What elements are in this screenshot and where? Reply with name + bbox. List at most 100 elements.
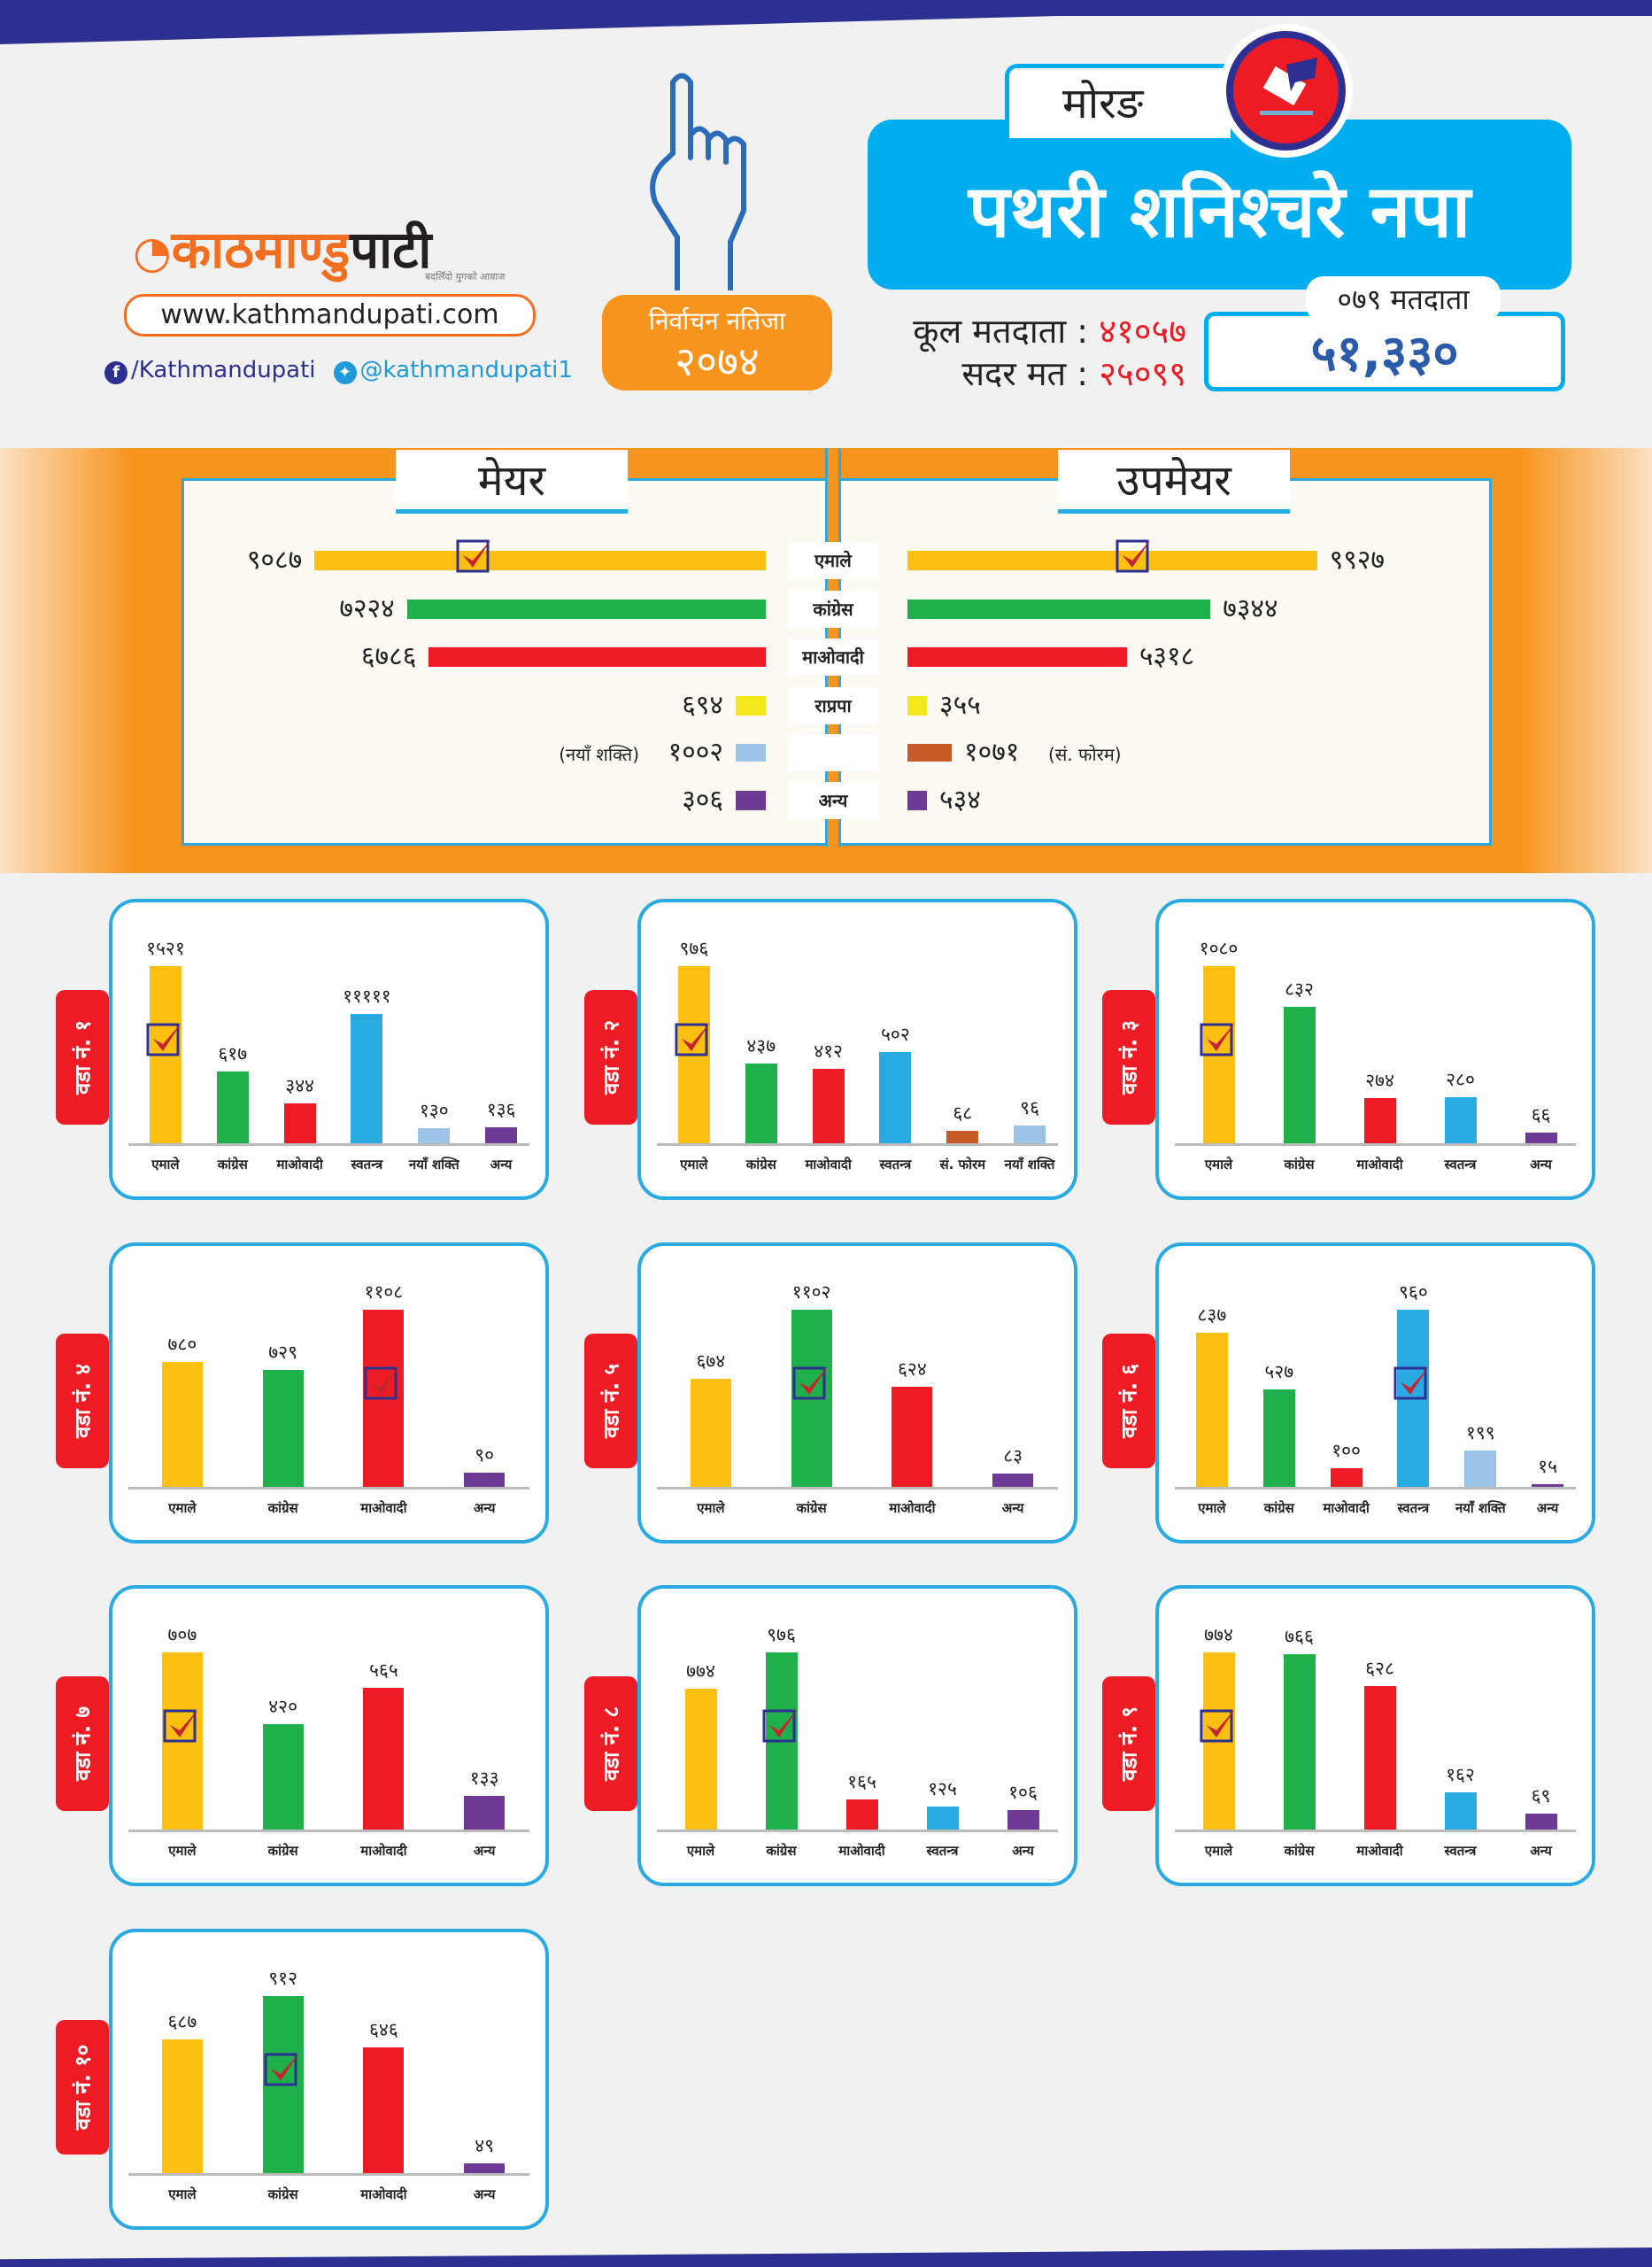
category-label: कांग्रेस [267,1500,298,1516]
chart-baseline [657,1830,1058,1832]
bar-value-label: ६७४ [696,1350,726,1372]
deputy-mayor-heading: उपमेयर [1058,450,1290,514]
bar-value-label: १११११ [343,985,391,1007]
category-label: अन्य [1536,1500,1559,1516]
category-label: कांग्रेस [796,1500,827,1516]
ward-card: ७०७ एमाले ४२० कांग्रेस ५६५ माओवादी १३३ अन्य [109,1585,549,1886]
chart-baseline [657,1143,1058,1146]
deputy-bar [907,600,1211,619]
party-label: माओवादी [788,638,878,676]
bar-5 [418,1127,451,1143]
bar-4 [879,1052,912,1143]
category-label: कांग्रेस [217,1157,248,1172]
bar-value-label: ६४६ [368,2019,398,2041]
bar-value-label: १५२१ [146,938,185,959]
bar-value-label: १२५ [928,1778,957,1800]
facebook-icon: f [104,361,127,384]
ward-tag: वडा नं. १० [56,2020,109,2155]
facebook-link[interactable]: f/Kathmandupati [104,357,316,384]
bar-5 [1464,1450,1497,1487]
ward-tag: वडा नं. ३ [1102,990,1155,1125]
bar-value-label: २८० [1446,1069,1475,1091]
ward-card: ९७६ एमाले ४३७ कांग्रेस ४१२ माओवादी ५०२ स्वतन्त्… [637,899,1077,1200]
mayor-vote-value: १००२ [668,737,723,768]
bar-value-label: ७६६ [1285,1626,1314,1648]
ward-number: वडा नं. ६ [1116,1363,1142,1439]
chart-baseline [1175,1830,1576,1832]
bar-4 [464,1472,506,1487]
category-label: अन्य [473,1500,496,1516]
category-label: कांग्रेस [1284,1157,1315,1172]
voting-finger-icon [650,73,746,290]
bar-value-label: ४२० [268,1696,297,1718]
bar-value-label: ८३७ [1197,1304,1227,1326]
category-label: स्वतन्त्र [879,1157,912,1172]
mayor-vote-value: ७२२४ [339,593,395,624]
deputy-winner-check-icon [1115,536,1153,573]
twitter-handle: @kathmandupati1 [359,357,573,383]
bar-5 [1007,1810,1039,1830]
bar-value-label: ६९ [1531,1785,1551,1807]
category-label: स्वतन्त्र [1444,1843,1477,1859]
bar-6 [1532,1483,1564,1487]
ward-card: १०८० एमाले ८३२ कांग्रेस २७४ माओवादी २८० स्वतन्त… [1155,899,1595,1200]
category-label: एमाले [168,1843,197,1859]
bar-value-label: १३६ [486,1099,516,1121]
bar-value-label: १३३ [469,1768,499,1790]
bar-value-label: १०० [1332,1440,1361,1462]
bar-value-label: ९७६ [767,1624,796,1645]
category-label: माओवादी [838,1843,885,1859]
category-label: स्वतन्त्र [1397,1500,1430,1516]
bar-5 [1525,1132,1557,1143]
winner-check-icon [792,1363,830,1400]
deputy-bar [907,791,927,810]
bar-1 [690,1378,731,1487]
chart-baseline [1175,1143,1576,1146]
deputy-bar [907,696,927,716]
website-url[interactable]: www.kathmandupati.com [124,294,536,337]
category-label: एमाले [168,1500,197,1516]
category-label: माओवादी [360,1500,407,1516]
chart-baseline [128,1143,529,1146]
category-label: अन्य [490,1157,513,1172]
bar-4 [1444,1097,1477,1143]
bar-value-label: १६५ [847,1771,876,1793]
mayor-bar [406,600,766,619]
deputy-bar [907,551,1317,570]
category-label: अन्य [1530,1843,1552,1859]
twitter-icon: ✦ [333,361,357,384]
ward-card: ७८० एमाले ७२९ कांग्रेस ११०८ माओवादी ९० अन्य [109,1242,549,1544]
bar-value-label: ६१७ [218,1042,248,1064]
ward-card: ६८७ एमाले ९१२ कांग्रेस ६४६ माओवादी ४९ अन्य [109,1929,549,2230]
bottom-band [0,2248,1652,2267]
mayor-vote-value: ६७८६ [360,641,417,672]
twitter-link[interactable]: ✦ @kathmandupati1 [333,357,573,384]
category-label: एमाले [697,1500,725,1516]
category-label: कांग्रेस [766,1843,797,1859]
ward-tag: वडा नं. ७ [56,1676,109,1811]
logo-text-orange: काठमाण्डु [171,220,351,280]
ward-number: वडा नं. १ [70,1019,96,1095]
category-label: एमाले [151,1157,180,1172]
mayor-bar [314,551,766,570]
mayor-party-note: (नयाँ शक्ति) [559,744,639,765]
badge-line1: निर्वाचन नतिजा [648,306,786,336]
category-label: एमाले [1204,1157,1233,1172]
category-label: अन्य [473,1843,496,1859]
total-voters-row: कूल मतदाता : ४१०५७ [859,310,1186,352]
ward-card: १५२१ एमाले ६१७ कांग्रेस ३४४ माओवादी १११११ स्वतन… [109,899,549,1200]
category-label: नयाँ शक्ति [1004,1157,1055,1172]
category-label: माओवादी [805,1157,852,1172]
bar-value-label: ९० [475,1443,495,1466]
category-label: नयाँ शक्ति [408,1157,459,1172]
category-label: एमाले [1198,1500,1226,1516]
bar-value-label: ७२९ [268,1342,297,1364]
valid-votes-value: २५०९९ [1099,354,1186,393]
ward-card: ८३७ एमाले ५२७ कांग्रेस १०० माओवादी ९६० स्वतन्त्… [1155,1242,1595,1544]
ward-number: वडा नं. २ [598,1019,624,1095]
bar-value-label: ११०८ [364,1281,404,1303]
mayor-heading: मेयर [396,450,628,514]
logo-tagline: बदलिँदो युगको आवाज [425,271,506,282]
valid-votes-label: सदर मत : [961,354,1089,393]
ward-number: वडा नं. ३ [1116,1019,1142,1095]
